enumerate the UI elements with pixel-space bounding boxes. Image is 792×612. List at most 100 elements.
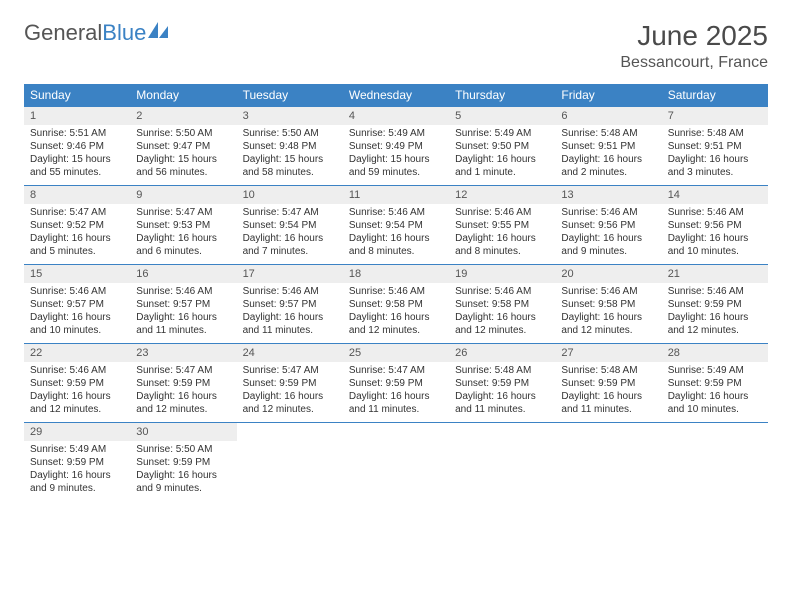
day-number: 3	[237, 107, 343, 125]
page: GeneralBlue June 2025 Bessancourt, Franc…	[0, 0, 792, 521]
day-day2: and 12 minutes.	[561, 324, 655, 337]
day-sunrise: Sunrise: 5:51 AM	[30, 127, 124, 140]
day-sunset: Sunset: 9:59 PM	[30, 456, 124, 469]
day-cell: 3Sunrise: 5:50 AMSunset: 9:48 PMDaylight…	[237, 107, 343, 185]
day-details: Sunrise: 5:47 AMSunset: 9:59 PMDaylight:…	[343, 364, 449, 416]
day-sunrise: Sunrise: 5:49 AM	[455, 127, 549, 140]
day-cell: 24Sunrise: 5:47 AMSunset: 9:59 PMDayligh…	[237, 344, 343, 422]
day-day1: Daylight: 16 hours	[30, 469, 124, 482]
day-day2: and 8 minutes.	[455, 245, 549, 258]
day-details: Sunrise: 5:47 AMSunset: 9:52 PMDaylight:…	[24, 206, 130, 258]
day-day2: and 12 minutes.	[136, 403, 230, 416]
day-sunset: Sunset: 9:50 PM	[455, 140, 549, 153]
day-day2: and 11 minutes.	[243, 324, 337, 337]
day-cell: 30Sunrise: 5:50 AMSunset: 9:59 PMDayligh…	[130, 423, 236, 501]
day-number: 27	[555, 344, 661, 362]
day-sunset: Sunset: 9:59 PM	[668, 298, 762, 311]
day-sunrise: Sunrise: 5:49 AM	[349, 127, 443, 140]
day-number: 9	[130, 186, 236, 204]
day-day1: Daylight: 16 hours	[668, 390, 762, 403]
day-number: 24	[237, 344, 343, 362]
day-number: 16	[130, 265, 236, 283]
day-number: 11	[343, 186, 449, 204]
day-cell	[237, 423, 343, 501]
day-sunset: Sunset: 9:57 PM	[136, 298, 230, 311]
day-cell	[555, 423, 661, 501]
day-number: 7	[662, 107, 768, 125]
day-number: 25	[343, 344, 449, 362]
day-day1: Daylight: 16 hours	[136, 311, 230, 324]
day-cell: 15Sunrise: 5:46 AMSunset: 9:57 PMDayligh…	[24, 265, 130, 343]
day-day1: Daylight: 16 hours	[561, 390, 655, 403]
day-cell: 22Sunrise: 5:46 AMSunset: 9:59 PMDayligh…	[24, 344, 130, 422]
day-sunset: Sunset: 9:56 PM	[668, 219, 762, 232]
day-day1: Daylight: 16 hours	[243, 232, 337, 245]
day-details: Sunrise: 5:49 AMSunset: 9:59 PMDaylight:…	[24, 443, 130, 495]
logo-text-part1: General	[24, 20, 102, 46]
weeks-container: 1Sunrise: 5:51 AMSunset: 9:46 PMDaylight…	[24, 106, 768, 501]
title-block: June 2025 Bessancourt, France	[620, 20, 768, 72]
day-day2: and 8 minutes.	[349, 245, 443, 258]
day-details: Sunrise: 5:46 AMSunset: 9:59 PMDaylight:…	[24, 364, 130, 416]
day-cell: 21Sunrise: 5:46 AMSunset: 9:59 PMDayligh…	[662, 265, 768, 343]
day-day2: and 12 minutes.	[455, 324, 549, 337]
day-sunrise: Sunrise: 5:50 AM	[136, 443, 230, 456]
day-cell: 23Sunrise: 5:47 AMSunset: 9:59 PMDayligh…	[130, 344, 236, 422]
day-day1: Daylight: 16 hours	[561, 232, 655, 245]
day-day1: Daylight: 16 hours	[455, 232, 549, 245]
day-details: Sunrise: 5:48 AMSunset: 9:59 PMDaylight:…	[555, 364, 661, 416]
day-sunrise: Sunrise: 5:46 AM	[349, 285, 443, 298]
day-number: 20	[555, 265, 661, 283]
day-sunrise: Sunrise: 5:50 AM	[136, 127, 230, 140]
day-cell: 5Sunrise: 5:49 AMSunset: 9:50 PMDaylight…	[449, 107, 555, 185]
day-sunrise: Sunrise: 5:48 AM	[561, 127, 655, 140]
day-number	[343, 423, 449, 427]
day-sunset: Sunset: 9:58 PM	[561, 298, 655, 311]
day-sunset: Sunset: 9:48 PM	[243, 140, 337, 153]
day-number: 14	[662, 186, 768, 204]
day-cell: 19Sunrise: 5:46 AMSunset: 9:58 PMDayligh…	[449, 265, 555, 343]
day-day2: and 11 minutes.	[561, 403, 655, 416]
day-sunset: Sunset: 9:53 PM	[136, 219, 230, 232]
day-cell: 6Sunrise: 5:48 AMSunset: 9:51 PMDaylight…	[555, 107, 661, 185]
header: GeneralBlue June 2025 Bessancourt, Franc…	[24, 20, 768, 72]
day-day2: and 11 minutes.	[349, 403, 443, 416]
day-details: Sunrise: 5:47 AMSunset: 9:59 PMDaylight:…	[130, 364, 236, 416]
day-number: 12	[449, 186, 555, 204]
day-number: 13	[555, 186, 661, 204]
day-sunrise: Sunrise: 5:49 AM	[668, 364, 762, 377]
day-sunset: Sunset: 9:54 PM	[349, 219, 443, 232]
day-sunrise: Sunrise: 5:48 AM	[455, 364, 549, 377]
dow-saturday: Saturday	[662, 84, 768, 106]
day-number: 17	[237, 265, 343, 283]
day-sunrise: Sunrise: 5:47 AM	[243, 206, 337, 219]
day-cell: 8Sunrise: 5:47 AMSunset: 9:52 PMDaylight…	[24, 186, 130, 264]
week-row: 1Sunrise: 5:51 AMSunset: 9:46 PMDaylight…	[24, 106, 768, 185]
day-number: 19	[449, 265, 555, 283]
day-day2: and 10 minutes.	[30, 324, 124, 337]
week-row: 22Sunrise: 5:46 AMSunset: 9:59 PMDayligh…	[24, 343, 768, 422]
day-day1: Daylight: 16 hours	[349, 390, 443, 403]
day-cell: 13 Sunrise: 5:46 AMSunset: 9:56 PMDayligh…	[555, 186, 661, 264]
day-day2: and 9 minutes.	[30, 482, 124, 495]
dow-tuesday: Tuesday	[237, 84, 343, 106]
day-day1: Daylight: 16 hours	[349, 232, 443, 245]
day-number: 1	[24, 107, 130, 125]
day-cell	[343, 423, 449, 501]
day-number: 4	[343, 107, 449, 125]
day-cell: 1Sunrise: 5:51 AMSunset: 9:46 PMDaylight…	[24, 107, 130, 185]
day-details: Sunrise: 5:46 AMSunset: 9:57 PMDaylight:…	[237, 285, 343, 337]
day-number	[449, 423, 555, 427]
day-details: Sunrise: 5:46 AMSunset: 9:56 PMDaylight:…	[555, 206, 661, 258]
day-day2: and 12 minutes.	[243, 403, 337, 416]
day-number: 29	[24, 423, 130, 441]
day-sunrise: Sunrise: 5:46 AM	[136, 285, 230, 298]
day-sunset: Sunset: 9:47 PM	[136, 140, 230, 153]
day-day1: Daylight: 16 hours	[136, 390, 230, 403]
day-number: 5	[449, 107, 555, 125]
day-sunrise: Sunrise: 5:46 AM	[30, 285, 124, 298]
dow-thursday: Thursday	[449, 84, 555, 106]
day-sunrise: Sunrise: 5:46 AM	[30, 364, 124, 377]
day-details: Sunrise: 5:48 AMSunset: 9:59 PMDaylight:…	[449, 364, 555, 416]
day-details: Sunrise: 5:47 AMSunset: 9:54 PMDaylight:…	[237, 206, 343, 258]
